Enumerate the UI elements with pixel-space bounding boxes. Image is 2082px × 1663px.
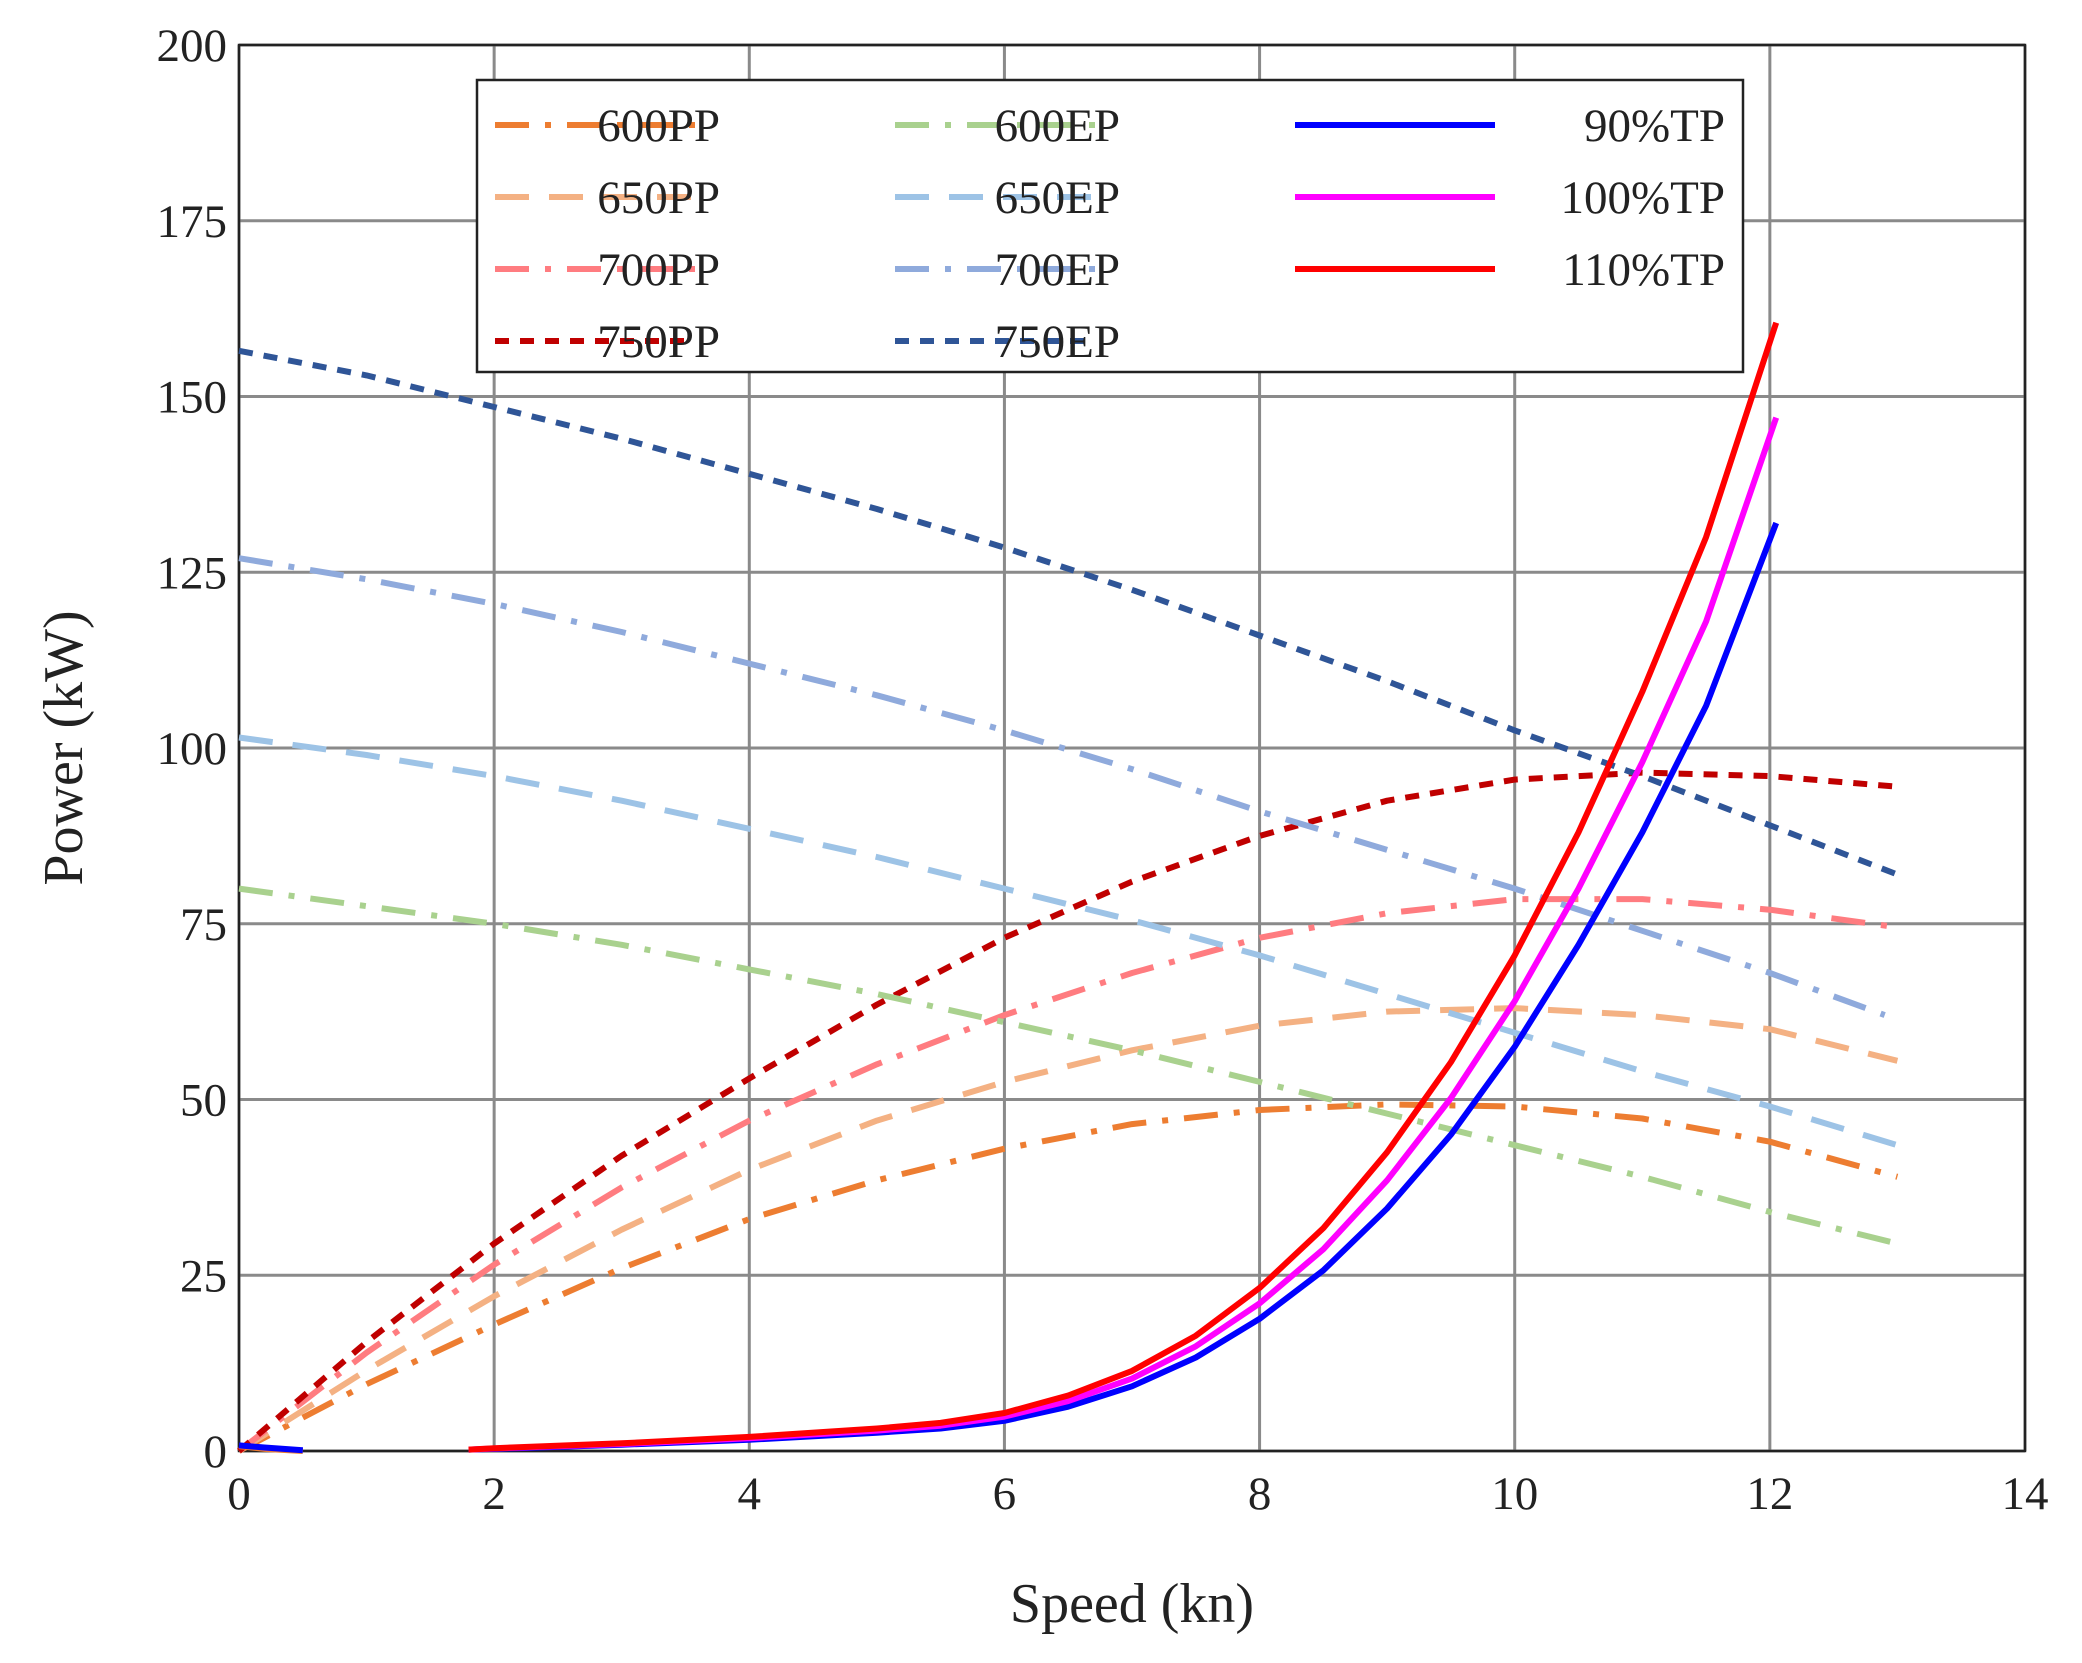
x-tick-label-14: 14 <box>2002 1468 2049 1520</box>
plot-area-frame <box>237 43 2027 1453</box>
series-600ep-line <box>238 885 1899 1247</box>
legend-label-600pp: 600PP <box>597 100 720 152</box>
legend-label-650pp: 650PP <box>597 172 720 224</box>
x-tick-label-0: 0 <box>227 1468 251 1520</box>
axis-ticks: 0 2 4 6 8 10 12 14 0 25 50 75 100 125 150 175 200 <box>157 20 2049 1520</box>
series-700pp-line <box>237 896 1898 1454</box>
series-650pp-line <box>237 1005 1899 1454</box>
series-750pp-line <box>237 769 1898 1454</box>
legend-label-750pp: 750PP <box>597 316 720 368</box>
series-600pp-line <box>237 1101 1899 1454</box>
legend-label-110pcttp: 110%TP <box>1562 244 1725 296</box>
x-tick-label-8: 8 <box>1248 1468 1272 1520</box>
legend-label-650ep: 650EP <box>995 172 1120 224</box>
y-tick-label-150: 150 <box>157 372 228 424</box>
y-axis-label: Power (kW) <box>33 610 95 885</box>
series-90pcttp-origin-segment <box>238 1442 304 1454</box>
legend-label-600ep: 600EP <box>995 100 1120 152</box>
series-110pcttp-line <box>468 321 1780 1453</box>
x-tick-label-10: 10 <box>1491 1468 1538 1520</box>
legend-label-750ep: 750EP <box>995 316 1120 368</box>
y-tick-label-175: 175 <box>157 196 228 248</box>
x-tick-label-12: 12 <box>1746 1468 1793 1520</box>
legend-label-700pp: 700PP <box>597 244 720 296</box>
legend-label-90pcttp: 90%TP <box>1584 100 1725 152</box>
legend-box <box>475 78 1745 374</box>
y-tick-label-100: 100 <box>157 723 228 775</box>
y-tick-label-25: 25 <box>180 1250 227 1302</box>
y-tick-label-125: 125 <box>157 547 228 599</box>
legend-label-100pcttp: 100%TP <box>1561 172 1726 224</box>
y-tick-label-0: 0 <box>204 1426 228 1478</box>
x-tick-label-2: 2 <box>482 1468 506 1520</box>
legend-label-700ep: 700EP <box>995 244 1120 296</box>
y-tick-label-200: 200 <box>157 20 228 72</box>
series-750ep-line <box>238 347 1899 878</box>
series-650ep-line <box>238 734 1899 1149</box>
x-tick-label-6: 6 <box>993 1468 1017 1520</box>
legend: 600PP 650PP 700PP 750PP 600EP 650EP 700EP 750EP… <box>475 78 1745 374</box>
x-axis-label: Speed (kn) <box>1010 1573 1254 1635</box>
y-tick-label-75: 75 <box>180 899 227 951</box>
series-layer <box>237 321 1899 1454</box>
y-tick-label-50: 50 <box>180 1075 227 1127</box>
x-tick-label-4: 4 <box>738 1468 762 1520</box>
